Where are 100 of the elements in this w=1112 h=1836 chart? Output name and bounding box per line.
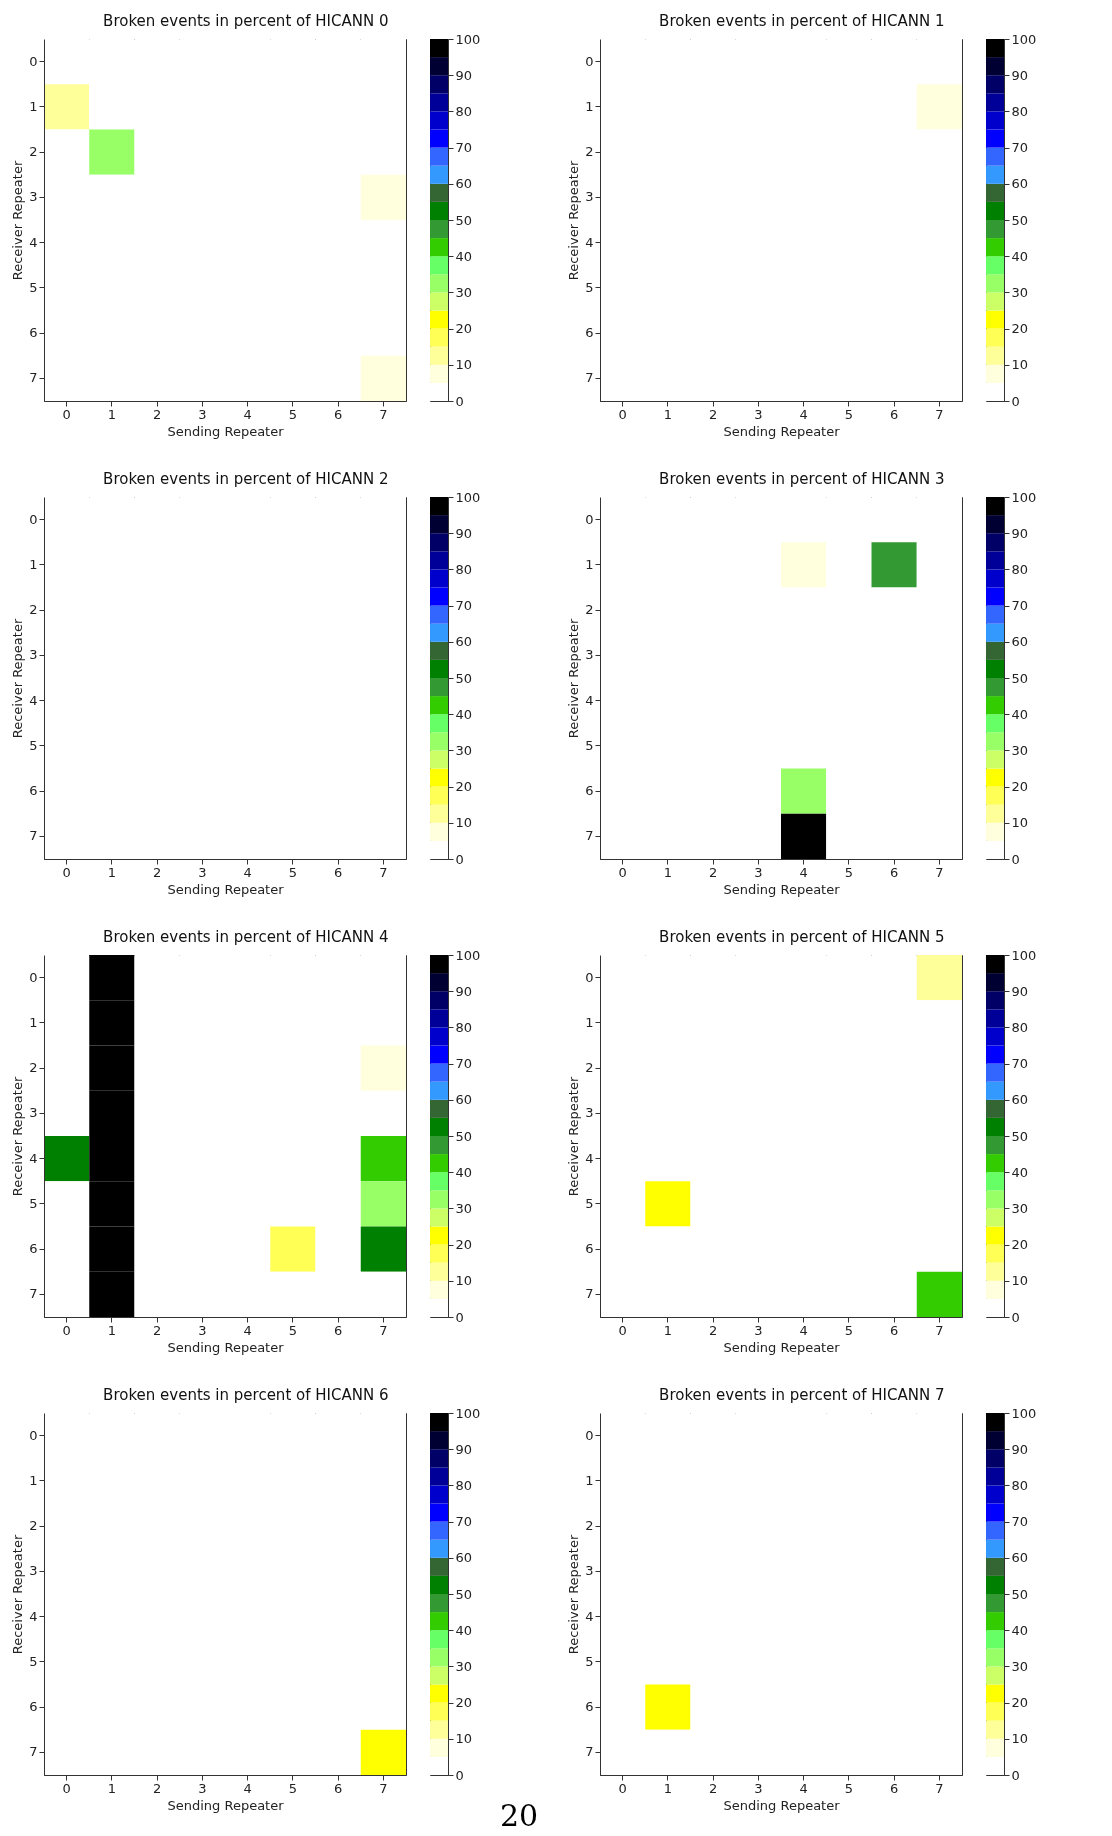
x-tick-label: 2 bbox=[152, 864, 162, 880]
chart-title: Broken events in percent of HICANN 5 bbox=[659, 927, 945, 946]
color-bar-label: 40 bbox=[1011, 248, 1029, 264]
y-tick-label: 1 bbox=[29, 1472, 38, 1488]
color-bar-label: 40 bbox=[455, 248, 473, 264]
color-bar-label: 100 bbox=[1011, 489, 1037, 505]
color-bar-label: 60 bbox=[455, 1092, 473, 1108]
y-tick-label: 5 bbox=[29, 1195, 38, 1211]
y-tick-label: 7 bbox=[29, 1286, 38, 1302]
x-tick-label: 3 bbox=[198, 406, 207, 422]
x-tick-label: 3 bbox=[198, 1780, 207, 1796]
color-bar-label: 0 bbox=[1011, 1309, 1020, 1325]
x-axis-title: Sending Repeater bbox=[723, 423, 841, 439]
x-tick-label: 2 bbox=[152, 1780, 162, 1796]
x-tick-label: 3 bbox=[754, 1780, 763, 1796]
chart-title: Broken events in percent of HICANN 3 bbox=[659, 469, 945, 488]
x-tick-label: 6 bbox=[333, 1322, 343, 1338]
color-bar-label: 90 bbox=[1011, 67, 1029, 83]
color-bar-label: 40 bbox=[1011, 706, 1029, 722]
y-tick-label: 2 bbox=[29, 1060, 38, 1076]
color-bar-label: 30 bbox=[1011, 742, 1029, 758]
x-tick-label: 0 bbox=[618, 406, 627, 422]
color-bar-label: 90 bbox=[455, 983, 473, 999]
y-tick-label: 3 bbox=[585, 1563, 594, 1579]
y-tick-label: 0 bbox=[29, 53, 38, 69]
x-tick-label: 6 bbox=[333, 1780, 343, 1796]
x-tick-label: 1 bbox=[107, 406, 117, 422]
color-bar-label: 10 bbox=[455, 1731, 473, 1747]
color-bar-label: 60 bbox=[1011, 1550, 1029, 1566]
y-tick-label: 0 bbox=[585, 53, 594, 69]
color-bar-label: 0 bbox=[1011, 393, 1020, 409]
x-tick-label: 6 bbox=[889, 864, 899, 880]
y-tick-label: 0 bbox=[585, 1427, 594, 1443]
y-tick-label: 0 bbox=[29, 511, 38, 527]
x-tick-label: 4 bbox=[243, 864, 252, 880]
x-tick-label: 3 bbox=[754, 1322, 763, 1338]
x-tick-label: 4 bbox=[799, 406, 808, 422]
x-tick-label: 1 bbox=[663, 864, 673, 880]
x-tick-label: 5 bbox=[288, 406, 298, 422]
y-tick-label: 6 bbox=[29, 783, 38, 799]
y-tick-label: 4 bbox=[29, 1150, 38, 1166]
chart-title: Broken events in percent of HICANN 7 bbox=[659, 1385, 945, 1404]
y-tick-label: 5 bbox=[585, 1653, 594, 1669]
x-tick-label: 1 bbox=[663, 1780, 673, 1796]
x-tick-label: 7 bbox=[379, 1322, 388, 1338]
color-bar-label: 10 bbox=[455, 1273, 473, 1289]
y-tick-label: 3 bbox=[585, 647, 594, 663]
x-tick-label: 1 bbox=[107, 1780, 117, 1796]
chart-title: Broken events in percent of HICANN 4 bbox=[103, 927, 389, 946]
y-tick-label: 7 bbox=[585, 1744, 594, 1760]
color-bar-label: 30 bbox=[455, 1658, 473, 1674]
color-bar-label: 80 bbox=[455, 561, 473, 577]
y-axis-title: Receiver Repeater bbox=[10, 160, 26, 281]
color-bar-label: 90 bbox=[1011, 983, 1029, 999]
y-tick-label: 3 bbox=[585, 1105, 594, 1121]
x-tick-label: 5 bbox=[844, 1780, 854, 1796]
y-tick-label: 5 bbox=[585, 1195, 594, 1211]
color-bar-label: 100 bbox=[455, 31, 481, 47]
x-tick-label: 3 bbox=[198, 1322, 207, 1338]
color-bar-label: 80 bbox=[455, 103, 473, 119]
y-axis-title: Receiver Repeater bbox=[10, 1076, 26, 1197]
x-tick-label: 0 bbox=[618, 1780, 627, 1796]
color-bar-label: 40 bbox=[455, 1164, 473, 1180]
x-tick-label: 5 bbox=[844, 864, 854, 880]
x-tick-label: 4 bbox=[799, 1780, 808, 1796]
y-axis-title: Receiver Repeater bbox=[566, 160, 582, 281]
x-tick-label: 4 bbox=[799, 864, 808, 880]
color-bar-label: 20 bbox=[1011, 1237, 1029, 1253]
x-tick-label: 5 bbox=[288, 1322, 298, 1338]
color-bar-label: 10 bbox=[455, 357, 473, 373]
y-tick-label: 7 bbox=[585, 1286, 594, 1302]
y-tick-label: 5 bbox=[585, 737, 594, 753]
color-bar-label: 50 bbox=[455, 212, 473, 228]
y-tick-label: 1 bbox=[585, 1472, 594, 1488]
color-bar-label: 60 bbox=[1011, 634, 1029, 650]
y-tick-label: 7 bbox=[585, 370, 594, 386]
x-tick-label: 0 bbox=[62, 406, 71, 422]
y-tick-label: 2 bbox=[29, 1518, 38, 1534]
color-bar-label: 10 bbox=[455, 815, 473, 831]
color-bar-label: 0 bbox=[455, 851, 464, 867]
color-bar-label: 70 bbox=[1011, 140, 1029, 156]
y-tick-label: 1 bbox=[585, 556, 594, 572]
x-tick-label: 2 bbox=[708, 864, 718, 880]
x-tick-label: 2 bbox=[708, 406, 718, 422]
chart-title: Broken events in percent of HICANN 1 bbox=[659, 11, 945, 30]
x-tick-label: 7 bbox=[379, 406, 388, 422]
y-tick-label: 2 bbox=[585, 1060, 594, 1076]
x-tick-label: 0 bbox=[62, 1780, 71, 1796]
y-tick-label: 0 bbox=[29, 969, 38, 985]
color-bar-label: 20 bbox=[1011, 1695, 1029, 1711]
y-tick-label: 4 bbox=[585, 1150, 594, 1166]
y-tick-label: 6 bbox=[29, 325, 38, 341]
x-axis-title: Sending Repeater bbox=[723, 1339, 841, 1355]
color-bar-label: 80 bbox=[1011, 103, 1029, 119]
color-bar-label: 20 bbox=[455, 321, 473, 337]
color-bar-label: 0 bbox=[1011, 851, 1020, 867]
color-bar-label: 50 bbox=[1011, 212, 1029, 228]
y-tick-label: 1 bbox=[585, 98, 594, 114]
y-tick-label: 1 bbox=[29, 98, 38, 114]
color-bar-label: 100 bbox=[1011, 1405, 1037, 1421]
